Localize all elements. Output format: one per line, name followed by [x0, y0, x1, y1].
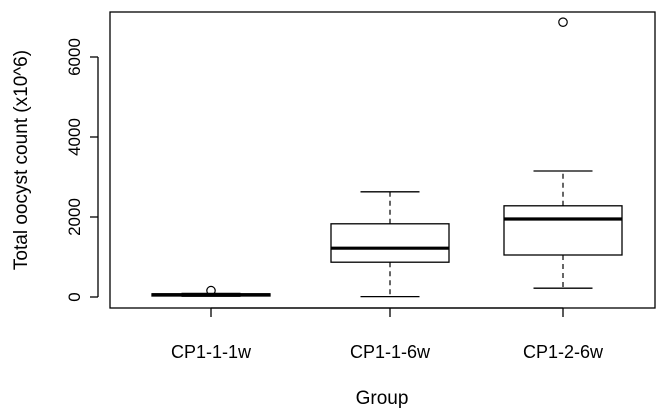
y-tick-label: 0: [65, 292, 84, 301]
x-tick-label: CP1-1-6w: [350, 342, 431, 362]
y-tick-label: 6000: [65, 38, 84, 76]
y-axis: 0 2000 4000 6000: [65, 38, 99, 302]
x-tick-label: CP1-1-1w: [171, 342, 252, 362]
y-tick-label: 4000: [65, 118, 84, 156]
x-axis: CP1-1-1w CP1-1-6w CP1-2-6w: [171, 307, 604, 362]
outlier-point: [206, 285, 216, 296]
box-CP1-1-6w: [330, 191, 450, 298]
iqr-box: [330, 223, 450, 263]
y-tick-label: 2000: [65, 198, 84, 236]
box-CP1-2-6w: [503, 17, 623, 289]
box-CP1-1-1w: [151, 285, 271, 297]
plot-frame: [109, 11, 656, 309]
outlier-point: [558, 17, 568, 27]
x-axis-title: Group: [356, 388, 409, 409]
x-tick-label: CP1-2-6w: [523, 342, 604, 362]
box-series: [151, 17, 623, 298]
y-axis-title: Total oocyst count (x10^6): [11, 50, 32, 270]
iqr-box: [503, 205, 623, 256]
